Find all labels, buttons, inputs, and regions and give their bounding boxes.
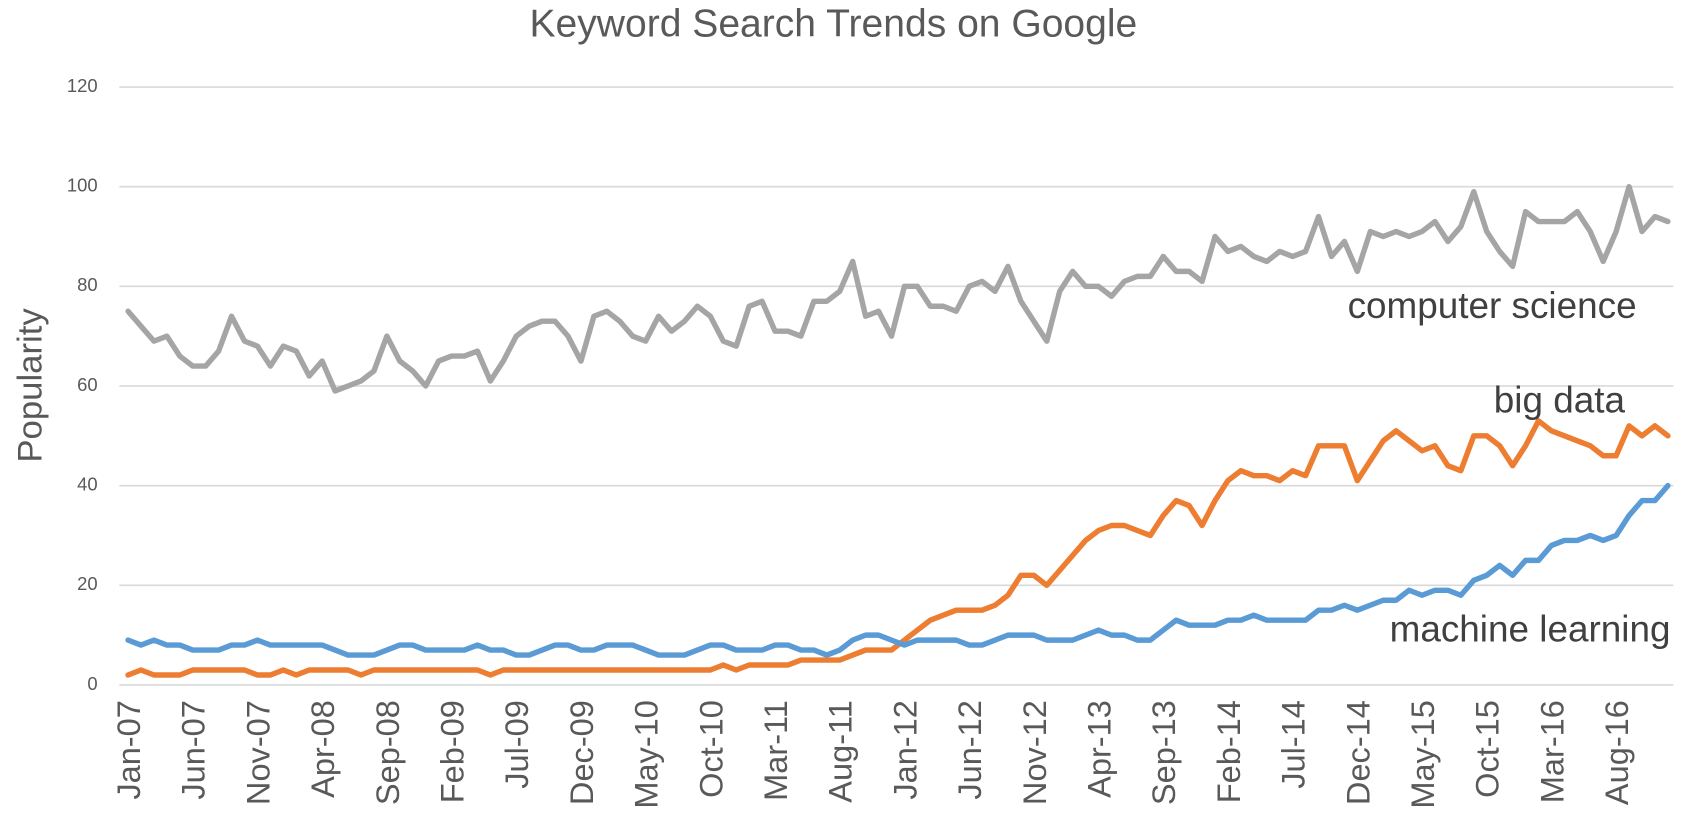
x-tick-label: Dec-14 <box>1340 700 1376 805</box>
x-tick-label: Apr-13 <box>1081 700 1117 798</box>
series-label: big data <box>1494 380 1626 421</box>
x-tick-label: Dec-09 <box>564 700 600 805</box>
x-tick-label: Aug-11 <box>823 700 859 803</box>
x-tick-label: Jan-12 <box>887 700 923 800</box>
y-tick-label: 0 <box>87 673 97 694</box>
x-tick-label: Aug-16 <box>1599 700 1635 805</box>
x-tick-label: Jan-07 <box>111 700 147 800</box>
chart-title: Keyword Search Trends on Google <box>530 3 1138 46</box>
y-tick-label: 80 <box>77 274 98 295</box>
x-tick-label: Oct-15 <box>1470 700 1506 798</box>
series-line <box>125 183 1671 394</box>
x-tick-label: Jun-12 <box>952 700 988 800</box>
x-tick-label: May-15 <box>1405 700 1441 809</box>
x-tick-label: Nov-07 <box>240 700 276 805</box>
x-tick-label: Mar-11 <box>758 700 794 801</box>
x-tick-label: Mar-16 <box>1534 700 1570 803</box>
y-tick-label: 60 <box>77 374 98 395</box>
x-tick-label: Jun-07 <box>176 700 212 800</box>
x-tick-label: Nov-12 <box>1017 700 1053 805</box>
x-tick-label: Oct-10 <box>693 700 729 798</box>
x-tick-label: Sep-08 <box>370 700 406 805</box>
y-tick-label: 120 <box>67 75 98 96</box>
y-axis-label: Popularity <box>12 308 50 463</box>
x-tick-label: May-10 <box>629 700 665 809</box>
y-tick-label: 40 <box>77 474 98 495</box>
y-tick-label: 100 <box>67 175 98 196</box>
x-tick-label: Feb-14 <box>1211 700 1247 803</box>
y-tick-label: 20 <box>77 573 98 594</box>
x-tick-label: Jul-14 <box>1276 700 1312 789</box>
x-tick-label: Apr-08 <box>305 700 341 798</box>
series-line <box>125 482 1671 658</box>
series-label: machine learning <box>1390 609 1671 650</box>
x-tick-label: Sep-13 <box>1146 700 1182 805</box>
x-tick-label: Jul-09 <box>499 700 535 789</box>
x-tick-label: Feb-09 <box>434 700 470 803</box>
series-label: computer science <box>1348 285 1637 326</box>
